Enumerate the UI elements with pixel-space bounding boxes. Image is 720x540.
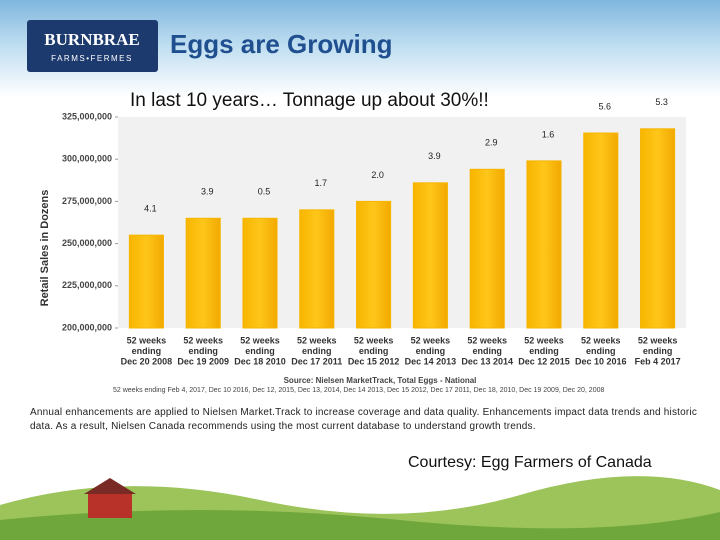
bar: [412, 182, 448, 329]
x-tick-label: 52 weeks: [127, 335, 167, 345]
x-tick-label: 52 weeks: [524, 335, 564, 345]
x-tick-label: 52 weeks: [183, 335, 223, 345]
bar: [356, 200, 392, 329]
bar: [526, 160, 562, 329]
logo-subtext: FARMS•FERMES: [51, 54, 133, 63]
x-tick-label: ending: [472, 346, 502, 356]
y-tick-label: 200,000,000: [62, 322, 112, 332]
x-tick-label: Dec 19 2009: [177, 356, 229, 366]
barn-roof: [84, 478, 136, 494]
x-tick-label: Feb 4 2017: [635, 356, 681, 366]
x-tick-label: ending: [529, 346, 559, 356]
x-tick-label: ending: [132, 346, 162, 356]
x-tick-label: 52 weeks: [581, 335, 621, 345]
x-tick-label: Dec 14 2013: [405, 356, 457, 366]
x-tick-label: Dec 20 2008: [121, 356, 173, 366]
y-tick-label: 300,000,000: [62, 154, 112, 164]
x-tick-label: ending: [416, 346, 446, 356]
annotation: 3.9: [201, 187, 214, 197]
bar: [299, 209, 335, 329]
annotation: 2.0: [371, 170, 384, 180]
title: Eggs are Growing: [170, 29, 393, 59]
bar: [583, 132, 619, 329]
annotation: 4.1: [144, 204, 157, 214]
y-axis-label: Retail Sales in Dozens: [39, 190, 51, 307]
x-tick-label: Dec 17 2011: [291, 356, 342, 366]
bar: [185, 217, 221, 329]
x-tick-label: ending: [302, 346, 332, 356]
x-tick-label: ending: [245, 346, 275, 356]
annotation: 2.9: [485, 138, 498, 148]
x-tick-label: Dec 10 2016: [575, 356, 627, 366]
x-tick-label: 52 weeks: [240, 335, 280, 345]
x-tick-label: ending: [643, 346, 673, 356]
barn: [88, 492, 132, 518]
y-tick-label: 275,000,000: [62, 196, 112, 206]
bar: [640, 128, 676, 329]
y-tick-label: 325,000,000: [62, 111, 112, 121]
source: Source: Nielsen MarketTrack, Total Eggs …: [284, 376, 477, 385]
annotation: 1.6: [542, 129, 555, 139]
logo: [27, 20, 158, 72]
x-tick-label: 52 weeks: [638, 335, 678, 345]
x-tick-label: Dec 15 2012: [348, 356, 400, 366]
footnote: 52 weeks ending Feb 4, 2017, Dec 10 2016…: [113, 387, 604, 394]
hill: [0, 510, 720, 540]
x-tick-label: Dec 18 2010: [234, 356, 286, 366]
courtesy: Courtesy: Egg Farmers of Canada: [408, 454, 652, 471]
annotation: 3.9: [428, 151, 441, 161]
annotation: 1.7: [315, 178, 328, 188]
x-tick-label: Dec 12 2015: [518, 356, 570, 366]
subtitle: In last 10 years… Tonnage up about 30%!!: [130, 90, 489, 111]
x-tick-label: ending: [359, 346, 389, 356]
bar: [128, 234, 164, 329]
bar: [469, 168, 505, 329]
x-tick-label: 52 weeks: [354, 335, 394, 345]
x-tick-label: ending: [188, 346, 218, 356]
x-tick-label: 52 weeks: [411, 335, 451, 345]
annotation: 5.3: [655, 97, 668, 107]
y-tick-label: 225,000,000: [62, 280, 112, 290]
annotation: 0.5: [258, 187, 271, 197]
annotation: 5.6: [599, 101, 612, 111]
y-tick-label: 250,000,000: [62, 238, 112, 248]
logo-text: BURNBRAE: [44, 30, 139, 49]
bar: [242, 217, 278, 329]
x-tick-label: Dec 13 2014: [461, 356, 513, 366]
x-tick-label: 52 weeks: [297, 335, 337, 345]
note: Annual enhancements are applied to Niels…: [30, 407, 698, 432]
x-tick-label: 52 weeks: [467, 335, 507, 345]
x-tick-label: ending: [586, 346, 616, 356]
